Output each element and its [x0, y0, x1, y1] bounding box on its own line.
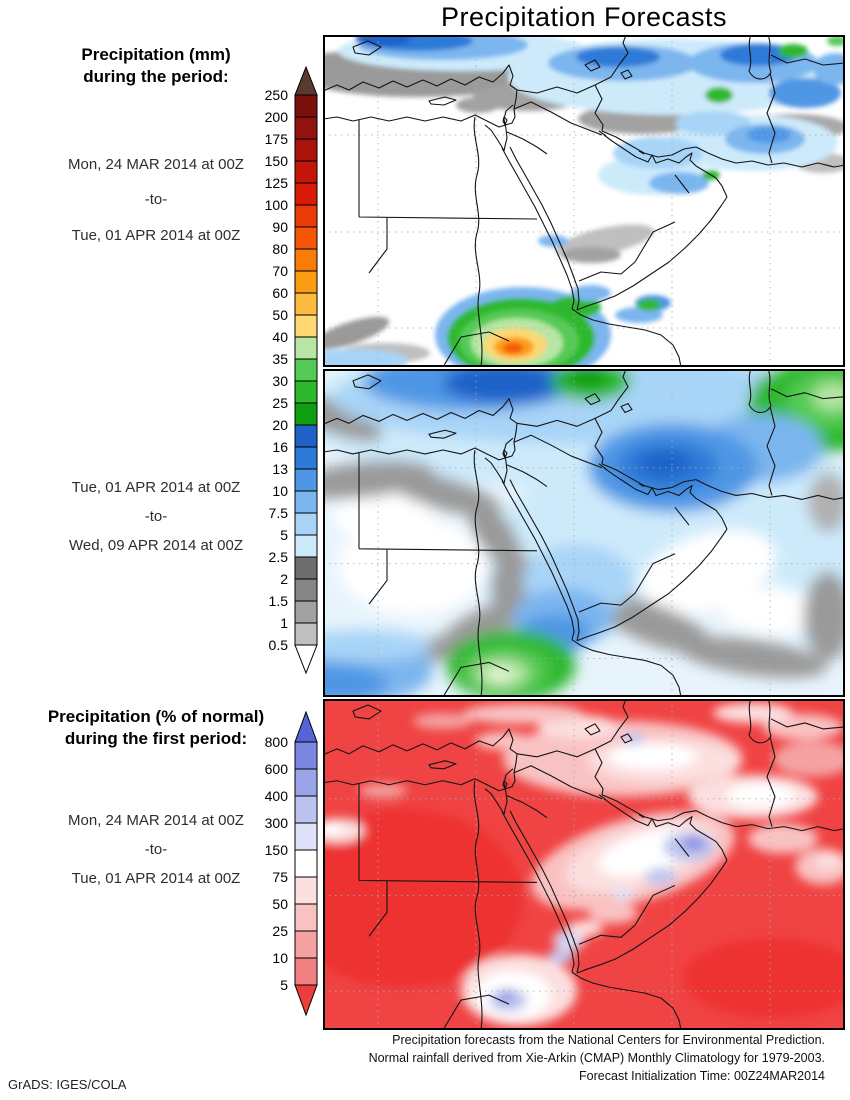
colorbar-tick-label: 70 [272, 263, 288, 279]
colorbar-tick-label: 10 [272, 483, 288, 499]
colorbar-tick-label: 50 [272, 896, 288, 912]
colorbar-tick-label: 75 [272, 869, 288, 885]
colorbar-scale [294, 710, 318, 1017]
colorbar-tick-label: 7.5 [268, 505, 288, 521]
colorbar-tick-label: 125 [264, 175, 288, 191]
colorbar-tick-label: 800 [264, 734, 288, 750]
colorbar-tick-label: 175 [264, 131, 288, 147]
map-1-shading [323, 35, 845, 367]
colorbar-tick-label: 5 [280, 527, 288, 543]
colorbar-tick-label: 80 [272, 241, 288, 257]
colorbar-tick-label: 40 [272, 329, 288, 345]
panel1-heading-line2: during the period: [83, 67, 229, 86]
colorbar-pct [294, 710, 318, 1021]
colorbar-tick-label: 300 [264, 815, 288, 831]
colorbar-pct-labels: 800 600 400 300 150 75 50 25 10 5 [234, 712, 288, 1015]
panel2-date-from: Tue, 01 APR 2014 at 00Z [71, 479, 241, 496]
panel2-date-separator: -to- [144, 508, 168, 525]
panel3-heading-line2: during the first period: [64, 729, 248, 748]
panel1-date-from: Mon, 24 MAR 2014 at 00Z [68, 156, 244, 173]
colorbar-mm [294, 65, 318, 679]
colorbar-tick-label: 100 [264, 197, 288, 213]
footer-line3: Forecast Initialization Time: 00Z24MAR20… [579, 1069, 825, 1083]
page-title: Precipitation Forecasts [440, 2, 728, 32]
colorbar-tick-label: 25 [272, 923, 288, 939]
colorbar-scale [294, 65, 318, 675]
colorbar-tick-label: 1 [280, 615, 288, 631]
colorbar-tick-label: 200 [264, 109, 288, 125]
map-panel-precip-first-period [323, 35, 845, 367]
colorbar-tick-label: 90 [272, 219, 288, 235]
map-panel-percent-of-normal [323, 699, 845, 1030]
colorbar-tick-label: 5 [280, 977, 288, 993]
colorbar-tick-label: 2 [280, 571, 288, 587]
colorbar-tick-label: 30 [272, 373, 288, 389]
colorbar-tick-label: 35 [272, 351, 288, 367]
panel3-date-separator: -to- [144, 841, 168, 858]
footer-line2: Normal rainfall derived from Xie-Arkin (… [368, 1051, 825, 1065]
colorbar-tick-label: 25 [272, 395, 288, 411]
panel3-date-to: Tue, 01 APR 2014 at 00Z [71, 870, 241, 887]
panel1-heading-line1: Precipitation (mm) [81, 45, 231, 64]
colorbar-tick-label: 2.5 [268, 549, 288, 565]
colorbar-tick-label: 600 [264, 761, 288, 777]
colorbar-tick-label: 400 [264, 788, 288, 804]
colorbar-tick-label: 250 [264, 87, 288, 103]
colorbar-tick-label: 16 [272, 439, 288, 455]
panel3-date-from: Mon, 24 MAR 2014 at 00Z [68, 812, 244, 829]
colorbar-mm-labels: 250 200 175 150 125 100 90 80 70 60 50 40 35 30 25 20 16… [234, 67, 288, 673]
colorbar-tick-label: 0.5 [268, 637, 288, 653]
colorbar-tick-label: 1.5 [268, 593, 288, 609]
map-2-shading [323, 369, 845, 697]
map-3 [323, 699, 845, 1030]
colorbar-tick-label: 150 [264, 842, 288, 858]
map-3-shading [323, 702, 845, 1027]
panel1-heading: Precipitation (mm) during the period: [10, 44, 302, 88]
map-2 [323, 369, 845, 697]
panel1-date-to: Tue, 01 APR 2014 at 00Z [71, 227, 241, 244]
panel3-heading: Precipitation (% of normal) during the f… [10, 706, 302, 750]
map-1 [323, 35, 845, 367]
map-panel-precip-second-period [323, 369, 845, 697]
panel1-date-separator: -to- [144, 191, 168, 208]
colorbar-tick-label: 20 [272, 417, 288, 433]
colorbar-tick-label: 150 [264, 153, 288, 169]
footer-caption: Precipitation forecasts from the Nationa… [265, 1031, 825, 1085]
footer-line1: Precipitation forecasts from the Nationa… [392, 1033, 825, 1047]
colorbar-tick-label: 50 [272, 307, 288, 323]
panel2-date-to: Wed, 09 APR 2014 at 00Z [68, 537, 243, 554]
colorbar-tick-label: 13 [272, 461, 288, 477]
grads-credit: GrADS: IGES/COLA [8, 1077, 127, 1092]
panel3-heading-line1: Precipitation (% of normal) [47, 707, 265, 726]
colorbar-tick-label: 10 [272, 950, 288, 966]
colorbar-tick-label: 60 [272, 285, 288, 301]
